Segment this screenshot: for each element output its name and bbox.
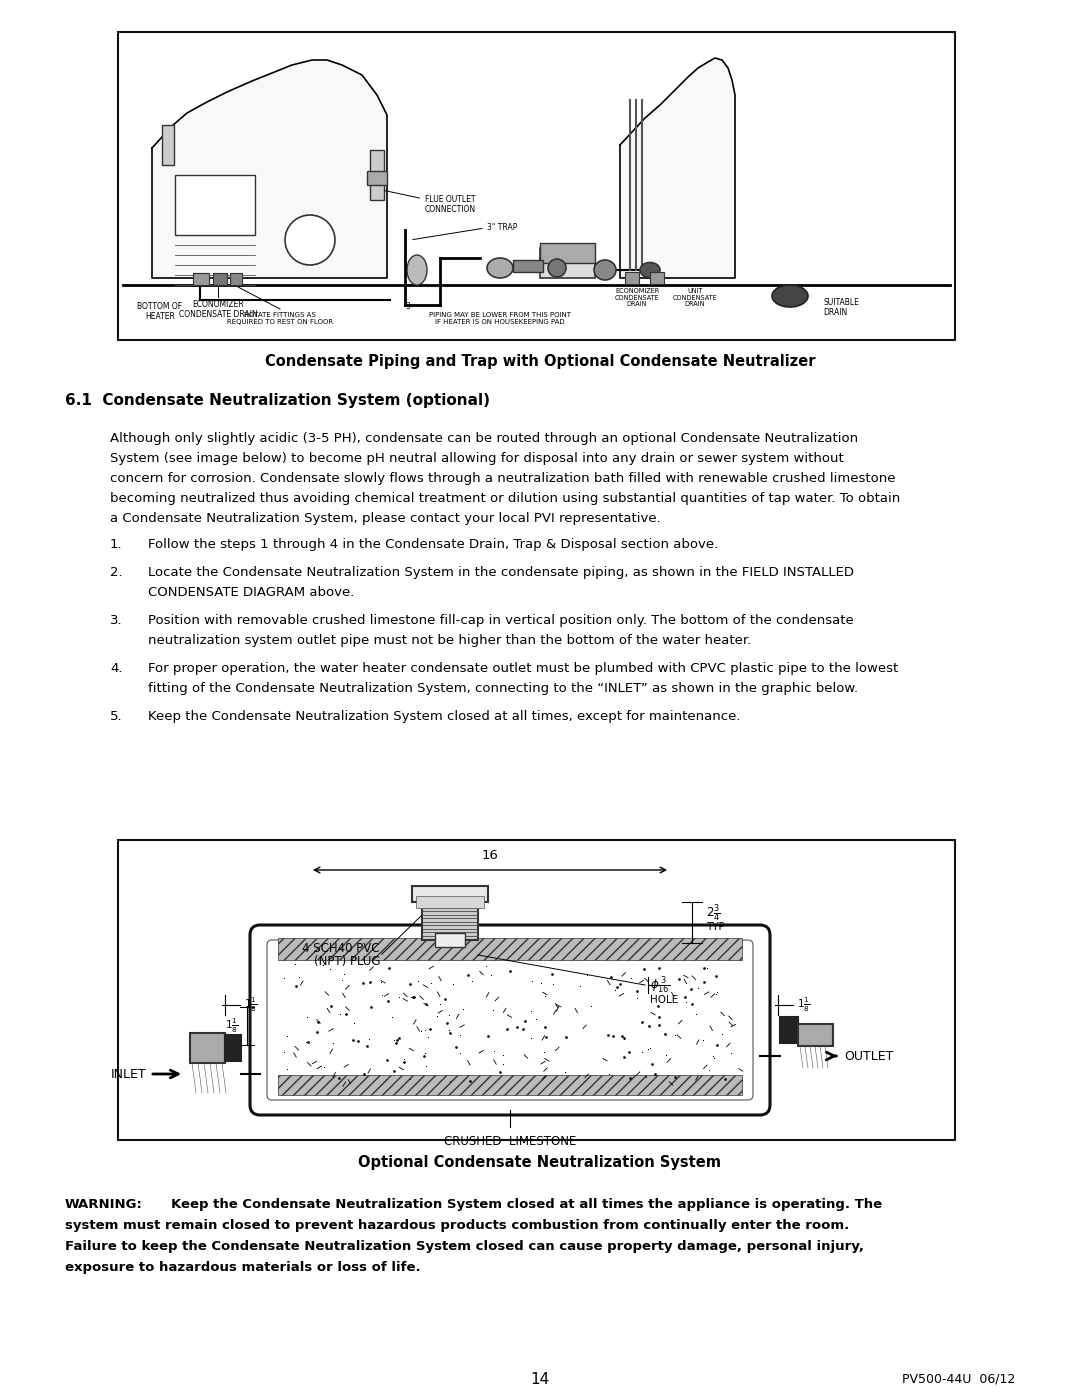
Text: 3.: 3. (110, 615, 123, 627)
Text: Keep the Condensate Neutralization System closed at all times, except for mainte: Keep the Condensate Neutralization Syste… (148, 710, 741, 724)
Bar (213, 272, 227, 285)
Bar (175, 175, 255, 235)
Text: TYP: TYP (706, 922, 725, 932)
Ellipse shape (548, 258, 566, 277)
Text: $\phi\frac{3}{16}$: $\phi\frac{3}{16}$ (650, 974, 671, 996)
Text: System (see image below) to become pH neutral allowing for disposal into any dra: System (see image below) to become pH ne… (110, 453, 843, 465)
Bar (118, 32, 955, 339)
Bar (370, 149, 384, 200)
Bar (513, 260, 543, 272)
Bar (780, 1017, 798, 1044)
Bar (225, 1035, 241, 1060)
Text: Follow the steps 1 through 4 in the Condensate Drain, Trap & Disposal section ab: Follow the steps 1 through 4 in the Cond… (148, 538, 718, 550)
Polygon shape (152, 60, 387, 278)
Bar (367, 170, 387, 184)
Bar (278, 1076, 742, 1095)
Text: Although only slightly acidic (3-5 PH), condensate can be routed through an opti: Although only slightly acidic (3-5 PH), … (110, 432, 859, 446)
Text: $1\frac{1}{8}$: $1\frac{1}{8}$ (225, 1017, 238, 1035)
Text: becoming neutralized thus avoiding chemical treatment or dilution using substant: becoming neutralized thus avoiding chemi… (110, 492, 901, 504)
Text: Keep the Condensate Neutralization System closed at all times the appliance is o: Keep the Condensate Neutralization Syste… (171, 1199, 882, 1211)
Ellipse shape (285, 215, 335, 265)
Bar (118, 840, 955, 1140)
Text: 1.: 1. (110, 538, 123, 550)
FancyBboxPatch shape (267, 940, 753, 1099)
Polygon shape (620, 59, 735, 278)
Text: UNIT
CONDENSATE
DRAIN: UNIT CONDENSATE DRAIN (673, 288, 717, 307)
Text: ECONOMIZER
CONDENSATE DRAIN: ECONOMIZER CONDENSATE DRAIN (178, 300, 257, 320)
Text: $1\frac{1}{8}$: $1\frac{1}{8}$ (797, 996, 810, 1014)
Text: 6.1  Condensate Neutralization System (optional): 6.1 Condensate Neutralization System (op… (65, 393, 490, 408)
Text: $1\frac{1}{8}$: $1\frac{1}{8}$ (244, 996, 257, 1014)
Text: HOLE: HOLE (650, 995, 678, 1004)
Bar (625, 272, 639, 284)
Bar (190, 1032, 225, 1063)
Text: Position with removable crushed limestone fill-cap in vertical position only. Th: Position with removable crushed limeston… (148, 615, 854, 627)
Text: ECONOMIZER
CONDENSATE
DRAIN: ECONOMIZER CONDENSATE DRAIN (615, 288, 660, 307)
Text: concern for corrosion. Condensate slowly flows through a neutralization bath fil: concern for corrosion. Condensate slowly… (110, 472, 895, 485)
Bar (278, 937, 742, 960)
Text: WARNING:: WARNING: (65, 1199, 143, 1211)
Text: CONDENSATE DIAGRAM above.: CONDENSATE DIAGRAM above. (148, 585, 354, 599)
Text: FLUE OUTLET
CONNECTION: FLUE OUTLET CONNECTION (384, 190, 476, 214)
Text: 4.: 4. (110, 662, 122, 675)
Text: CRUSHED  LIMESTONE: CRUSHED LIMESTONE (444, 1134, 577, 1148)
Text: Optional Condensate Neutralization System: Optional Condensate Neutralization Syste… (359, 1155, 721, 1171)
Ellipse shape (772, 285, 808, 307)
Text: For proper operation, the water heater condensate outlet must be plumbed with CP: For proper operation, the water heater c… (148, 662, 899, 675)
Text: SUITABLE
DRAIN: SUITABLE DRAIN (823, 298, 859, 317)
Text: OUTLET: OUTLET (843, 1049, 893, 1063)
Bar (435, 933, 465, 947)
Bar (411, 886, 488, 902)
Text: BOTTOM OF
HEATER: BOTTOM OF HEATER (137, 302, 183, 321)
Bar (162, 124, 174, 165)
Bar (650, 272, 664, 284)
Bar (798, 1024, 833, 1046)
Text: 14: 14 (530, 1372, 550, 1387)
Text: Locate the Condensate Neutralization System in the condensate piping, as shown i: Locate the Condensate Neutralization Sys… (148, 566, 854, 578)
Text: (NPT) PLUG: (NPT) PLUG (313, 956, 380, 968)
Text: ROTATE FITTINGS AS
REQUIRED TO REST ON FLOOR: ROTATE FITTINGS AS REQUIRED TO REST ON F… (227, 312, 333, 326)
FancyBboxPatch shape (249, 925, 770, 1115)
Bar (416, 895, 484, 908)
Text: 16: 16 (482, 849, 499, 862)
Text: PV500-44U  06/12: PV500-44U 06/12 (902, 1372, 1015, 1384)
Bar (193, 272, 210, 285)
Text: 2.: 2. (110, 566, 123, 578)
Bar (540, 243, 595, 263)
Ellipse shape (407, 256, 427, 285)
Bar (422, 905, 478, 940)
Text: exposure to hazardous materials or loss of life.: exposure to hazardous materials or loss … (65, 1261, 420, 1274)
Bar (230, 272, 242, 285)
Text: 3" TRAP: 3" TRAP (487, 224, 517, 232)
Text: 3: 3 (406, 302, 410, 312)
Text: system must remain closed to prevent hazardous products combustion from continua: system must remain closed to prevent haz… (65, 1220, 849, 1232)
Text: neutralization system outlet pipe must not be higher than the bottom of the wate: neutralization system outlet pipe must n… (148, 634, 752, 647)
Text: $2\frac{3}{4}$: $2\frac{3}{4}$ (706, 902, 720, 923)
Text: a Condensate Neutralization System, please contact your local PVI representative: a Condensate Neutralization System, plea… (110, 511, 661, 525)
Bar (540, 249, 595, 278)
Text: Failure to keep the Condensate Neutralization System closed can cause property d: Failure to keep the Condensate Neutraliz… (65, 1241, 864, 1253)
Text: PIPING MAY BE LOWER FROM THIS POINT
IF HEATER IS ON HOUSEKEEPING PAD: PIPING MAY BE LOWER FROM THIS POINT IF H… (429, 312, 571, 326)
Text: 5.: 5. (110, 710, 123, 724)
Text: Condensate Piping and Trap with Optional Condensate Neutralizer: Condensate Piping and Trap with Optional… (265, 353, 815, 369)
Ellipse shape (594, 260, 616, 279)
Ellipse shape (487, 258, 513, 278)
Text: INLET: INLET (110, 1067, 146, 1080)
Text: fitting of the Condensate Neutralization System, connecting to the “INLET” as sh: fitting of the Condensate Neutralization… (148, 682, 859, 694)
Ellipse shape (640, 263, 660, 278)
Text: 4 SCH40 PVC: 4 SCH40 PVC (302, 942, 380, 954)
